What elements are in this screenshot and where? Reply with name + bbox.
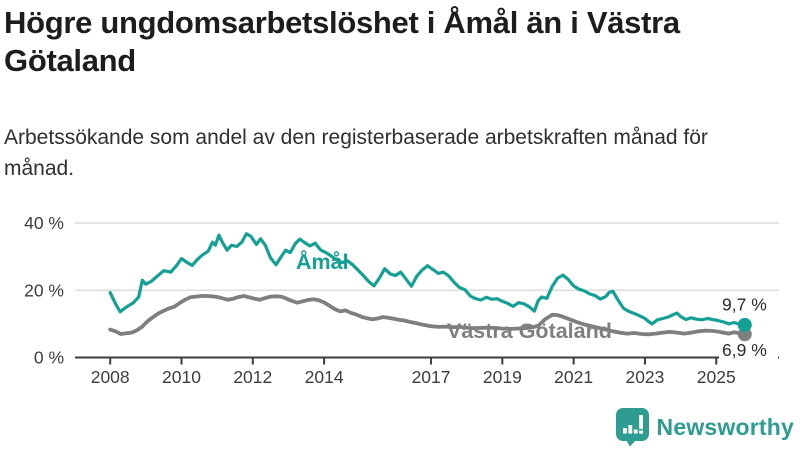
x-tick-label: 2019: [483, 367, 522, 387]
x-tick-label: 2014: [305, 367, 344, 387]
newsworthy-logo-icon: [615, 408, 649, 447]
y-tick-label: 20 %: [24, 280, 64, 300]
end-value-label-vastra-gotaland: 6,9 %: [722, 340, 767, 360]
x-tick-label: 2012: [233, 367, 272, 387]
y-tick-label: 0 %: [34, 348, 64, 368]
x-tick-label: 2023: [625, 367, 664, 387]
series-line-amal: [108, 232, 747, 327]
x-tick-label: 2017: [412, 367, 451, 387]
end-value-label-amal: 9,7 %: [722, 294, 767, 314]
y-tick-label: 40 %: [24, 213, 64, 233]
newsworthy-logo[interactable]: Newsworthy: [615, 408, 794, 447]
end-label-mask: [719, 341, 778, 359]
series-line-vastra-gotaland: [108, 294, 747, 337]
x-tick-label: 2010: [162, 367, 201, 387]
series-label-amal: Åmål: [296, 248, 349, 274]
series-label-vastra-gotaland: Västra Götaland: [447, 319, 612, 343]
x-tick-label: 2008: [91, 367, 130, 387]
end-dot-amal: [737, 317, 752, 332]
page-title: Högre ungdomsarbetslöshet i Åmål än i Vä…: [4, 5, 680, 78]
x-tick-label: 2021: [554, 367, 593, 387]
chart-subtitle: Arbetssökande som andel av den registerb…: [4, 126, 708, 180]
newsworthy-logo-text: Newsworthy: [656, 414, 794, 440]
x-tick-label: 2025: [697, 367, 736, 387]
